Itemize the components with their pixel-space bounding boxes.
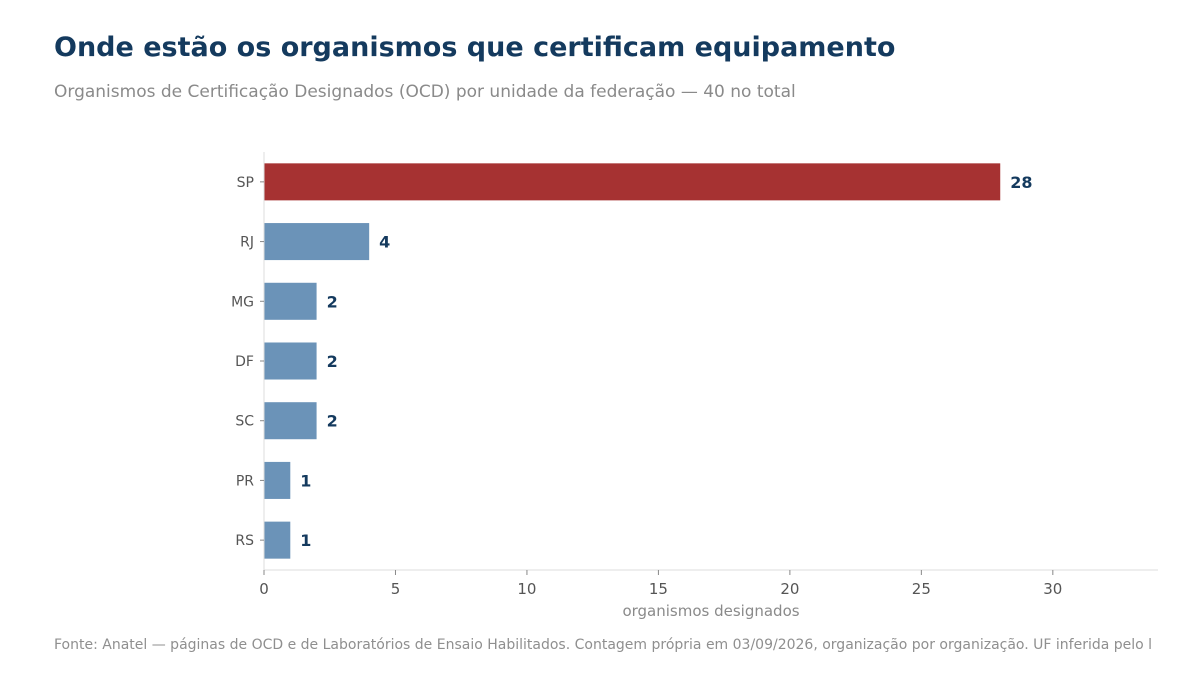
category-label-sc: SC (235, 414, 254, 430)
x-tick-label-25: 25 (912, 580, 931, 598)
value-label-pr: 1 (300, 471, 311, 490)
x-tick-label-10: 10 (517, 580, 536, 598)
category-label-rs: RS (235, 533, 254, 549)
source-note: Fonte: Anatel — páginas de OCD e de Labo… (54, 637, 1153, 653)
category-label-df: DF (235, 354, 254, 370)
x-tick-label-15: 15 (649, 580, 668, 598)
x-tick-label-5: 5 (391, 580, 401, 598)
bar-rj (264, 223, 370, 261)
value-label-rs: 1 (300, 531, 311, 550)
value-label-rj: 4 (379, 233, 390, 252)
bar-sc (264, 402, 317, 440)
bar-rs (264, 521, 291, 559)
bars-group (264, 163, 1001, 559)
bar-pr (264, 461, 291, 499)
x-tick-label-30: 30 (1043, 580, 1062, 598)
x-tick-label-20: 20 (780, 580, 799, 598)
chart-title: Onde estão os organismos que certificam … (54, 32, 896, 63)
value-label-df: 2 (327, 352, 338, 371)
axes-group: 0 5 10 15 20 25 30 (259, 152, 1158, 598)
chart-subtitle: Organismos de Certificação Designados (O… (54, 82, 796, 102)
value-label-sp: 28 (1010, 173, 1032, 192)
value-labels-group: 28 4 2 2 2 1 1 (300, 173, 1032, 550)
category-label-sp: SP (237, 175, 254, 191)
bar-mg (264, 282, 317, 320)
category-labels-group: SP RJ MG DF SC PR RS (231, 175, 254, 549)
bar-df (264, 342, 317, 380)
category-label-rj: RJ (240, 235, 254, 251)
category-label-mg: MG (231, 294, 254, 310)
bar-sp (264, 163, 1001, 201)
category-label-pr: PR (236, 473, 254, 489)
value-label-mg: 2 (327, 292, 338, 311)
x-axis-title: organismos designados (622, 602, 799, 620)
x-tick-label-0: 0 (259, 580, 269, 598)
value-label-sc: 2 (327, 412, 338, 431)
